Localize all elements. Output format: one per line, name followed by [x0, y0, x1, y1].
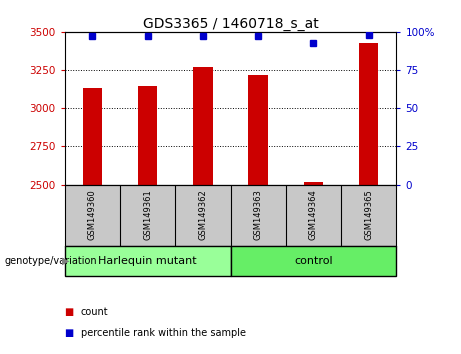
Text: ■: ■: [65, 307, 74, 316]
Bar: [248, 75, 268, 184]
Bar: [65, 246, 230, 276]
Text: genotype/variation: genotype/variation: [5, 256, 97, 266]
Text: GSM149362: GSM149362: [198, 190, 207, 240]
Text: GSM149361: GSM149361: [143, 190, 152, 240]
Text: GSM149364: GSM149364: [309, 190, 318, 240]
Text: Harlequin mutant: Harlequin mutant: [98, 256, 197, 266]
Bar: [359, 42, 378, 184]
Bar: [138, 86, 157, 184]
Text: ■: ■: [65, 328, 74, 338]
Text: GSM149363: GSM149363: [254, 190, 263, 240]
Text: GSM149360: GSM149360: [88, 190, 97, 240]
Bar: [83, 88, 102, 184]
Bar: [230, 246, 396, 276]
Title: GDS3365 / 1460718_s_at: GDS3365 / 1460718_s_at: [142, 17, 319, 31]
Bar: [304, 182, 323, 184]
Text: GSM149365: GSM149365: [364, 190, 373, 240]
Text: count: count: [81, 307, 108, 316]
Text: ▶: ▶: [62, 256, 70, 266]
Text: percentile rank within the sample: percentile rank within the sample: [81, 328, 246, 338]
Bar: [193, 67, 213, 184]
Text: control: control: [294, 256, 333, 266]
